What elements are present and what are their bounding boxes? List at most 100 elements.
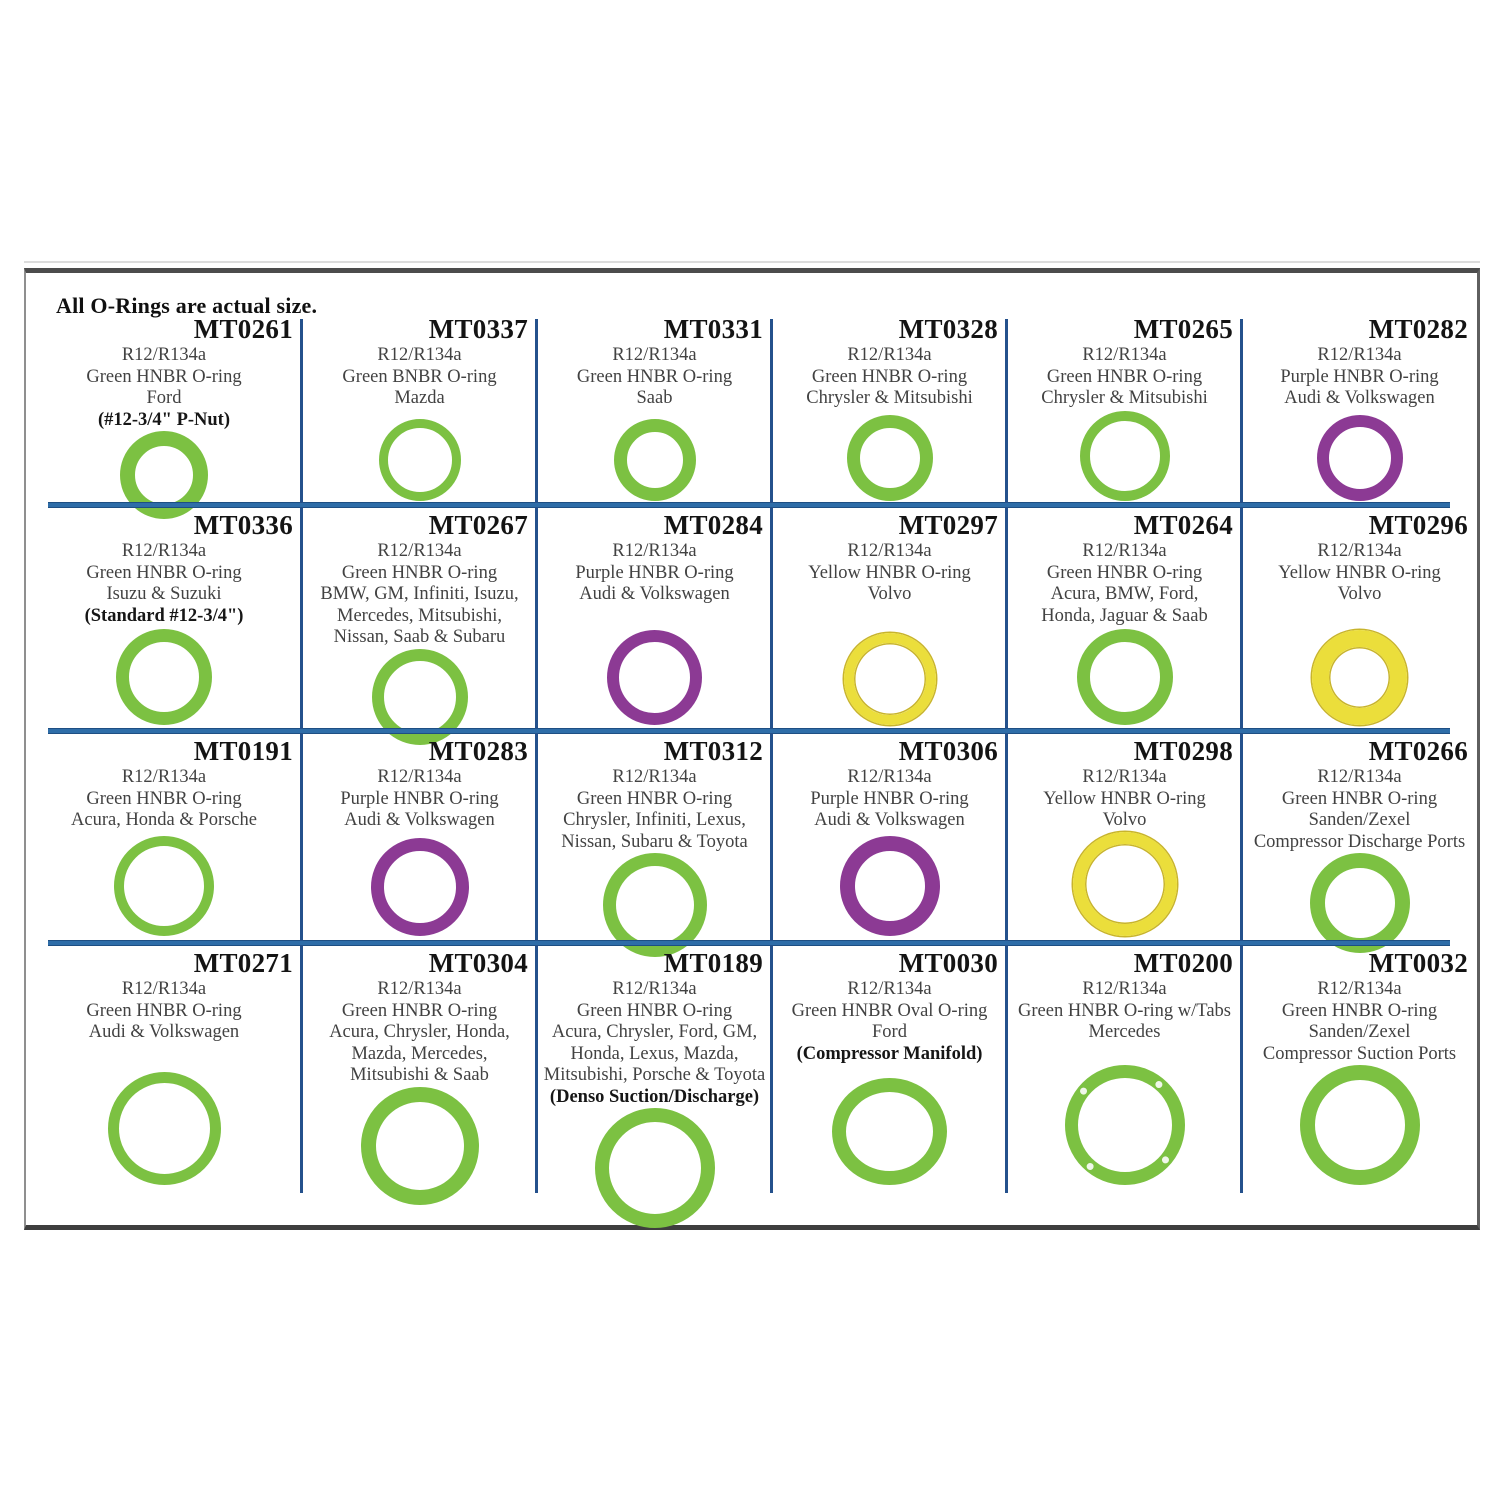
oring-ring-icon bbox=[613, 419, 696, 501]
description-line: Green HNBR O-ring bbox=[86, 788, 242, 809]
description-line: R12/R134a bbox=[377, 541, 462, 561]
description-line: Audi & Volkswagen bbox=[814, 810, 965, 830]
description-line: Sanden/Zexel bbox=[1308, 1022, 1411, 1042]
description-line: R12/R134a bbox=[1082, 541, 1167, 561]
description-line: Audi & Volkswagen bbox=[1284, 388, 1435, 408]
column-separator-line bbox=[535, 507, 538, 729]
part-description: R12/R134a Green HNBR O-ring Chrysler & Mit… bbox=[1041, 345, 1208, 410]
oring-ring-icon bbox=[1299, 1065, 1420, 1185]
oring-grid: MT0261 R12/R134a Green HNBR O-ring Ford (#1… bbox=[26, 273, 1477, 1228]
part-description: R12/R134a Purple HNBR O-ring Audi & Volksw… bbox=[575, 541, 733, 606]
part-number: MT0284 bbox=[663, 510, 763, 540]
column-separator-line bbox=[1240, 945, 1243, 1193]
part-number: MT0336 bbox=[193, 510, 293, 540]
oring-cell: MT0284 R12/R134a Purple HNBR O-ring Audi &… bbox=[537, 505, 772, 731]
part-description: R12/R134a Green HNBR O-ring Sanden/Zexel Co… bbox=[1263, 979, 1456, 1065]
oring-cell: MT0304 R12/R134a Green HNBR O-ring Acura, … bbox=[302, 943, 537, 1223]
description-line: Green HNBR O-ring bbox=[86, 1000, 242, 1021]
part-description: R12/R134a Yellow HNBR O-ring Volvo bbox=[1278, 541, 1441, 606]
column-separator-line bbox=[1240, 507, 1243, 729]
part-description: R12/R134a Green HNBR O-ring Audi & Volkswa… bbox=[86, 979, 241, 1044]
description-line: (Compressor Manifold) bbox=[796, 1043, 983, 1064]
oring-cell: MT0331 R12/R134a Green HNBR O-ring Saab bbox=[537, 273, 772, 505]
description-line: Chrysler & Mitsubishi bbox=[806, 388, 973, 408]
oring-cell: MT0328 R12/R134a Green HNBR O-ring Chrysle… bbox=[772, 273, 1007, 505]
description-line: BMW, GM, Infiniti, Isuzu, bbox=[320, 584, 519, 604]
column-separator-line bbox=[1240, 319, 1243, 503]
description-line: R12/R134a bbox=[1082, 979, 1167, 999]
description-line: Chrysler & Mitsubishi bbox=[1041, 388, 1208, 408]
part-description: R12/R134a Green HNBR O-ring Chrysler & Mit… bbox=[806, 345, 973, 410]
description-line: R12/R134a bbox=[377, 345, 462, 365]
oring-ring-icon bbox=[1064, 1065, 1185, 1185]
oring-ring-icon bbox=[1312, 630, 1407, 725]
description-line: R12/R134a bbox=[121, 979, 207, 999]
description-line: R12/R134a bbox=[121, 345, 207, 365]
part-number: MT0312 bbox=[663, 736, 763, 766]
part-number: MT0191 bbox=[193, 736, 293, 766]
column-separator-line bbox=[1240, 733, 1243, 941]
description-line: Honda, Lexus, Mazda, bbox=[570, 1043, 739, 1064]
oring-cell: MT0200 R12/R134a Green HNBR O-ring w/Tabs… bbox=[1007, 943, 1242, 1223]
description-line: Purple HNBR O-ring bbox=[1280, 366, 1439, 387]
part-description: R12/R134a Green BNBR O-ring Mazda bbox=[342, 345, 496, 410]
oring-cell: MT0306 R12/R134a Purple HNBR O-ring Audi &… bbox=[772, 731, 1007, 943]
oring-ring-icon bbox=[1316, 415, 1403, 501]
description-line: R12/R134a bbox=[1317, 541, 1402, 561]
column-separator-line bbox=[1005, 507, 1008, 729]
part-number: MT0030 bbox=[898, 948, 998, 978]
oring-cell: MT0337 R12/R134a Green BNBR O-ring Mazda bbox=[302, 273, 537, 505]
description-line: R12/R134a bbox=[1317, 345, 1402, 365]
oring-sheet: All O-Rings are actual size. MT0261 R12/… bbox=[24, 261, 1480, 1230]
description-line: Green HNBR O-ring bbox=[86, 366, 242, 387]
description-line: R12/R134a bbox=[847, 541, 932, 561]
column-separator-line bbox=[535, 733, 538, 941]
part-description: R12/R134a Purple HNBR O-ring Audi & Volksw… bbox=[810, 767, 968, 832]
description-line: R12/R134a bbox=[847, 345, 932, 365]
oring-tab-notch bbox=[1078, 1085, 1089, 1096]
description-line: Acura, Chrysler, Honda, bbox=[329, 1022, 510, 1042]
description-line: Green HNBR O-ring bbox=[86, 562, 242, 583]
oring-ring-icon bbox=[370, 838, 469, 936]
row-separator-line bbox=[48, 729, 1450, 733]
description-line: Volvo bbox=[867, 584, 912, 604]
oring-cell: MT0266 R12/R134a Green HNBR O-ring Sanden/… bbox=[1242, 731, 1477, 953]
oring-ring-icon bbox=[360, 1086, 479, 1205]
description-line: Mercedes bbox=[1088, 1022, 1161, 1042]
part-description: R12/R134a Green HNBR O-ring Chrysler, Infi… bbox=[561, 767, 747, 853]
description-line: R12/R134a bbox=[377, 979, 462, 999]
part-number: MT0306 bbox=[898, 736, 998, 766]
oring-cell: MT0265 R12/R134a Green HNBR O-ring Chrysle… bbox=[1007, 273, 1242, 505]
part-description: R12/R134a Green HNBR O-ring Acura, Chrysle… bbox=[544, 979, 765, 1108]
oring-ring-icon bbox=[107, 1072, 221, 1185]
part-number: MT0200 bbox=[1133, 948, 1233, 978]
description-line: Green HNBR O-ring bbox=[1281, 788, 1438, 809]
description-line: Volvo bbox=[1102, 810, 1147, 830]
part-number: MT0297 bbox=[898, 510, 998, 540]
column-separator-line bbox=[300, 733, 303, 941]
description-line: (Standard #12-3/4") bbox=[84, 605, 244, 626]
oring-cell: MT0030 R12/R134a Green HNBR Oval O-ring Fo… bbox=[772, 943, 1007, 1223]
oring-tab-notch bbox=[1160, 1154, 1171, 1165]
oring-ring-icon bbox=[378, 419, 461, 501]
part-number: MT0283 bbox=[428, 736, 528, 766]
column-separator-line bbox=[770, 319, 773, 503]
description-line: R12/R134a bbox=[847, 767, 932, 787]
oring-tab-notch bbox=[1085, 1161, 1096, 1171]
description-line: Compressor Suction Ports bbox=[1262, 1043, 1457, 1064]
description-line: Green HNBR O-ring bbox=[1046, 366, 1203, 387]
description-line: Sanden/Zexel bbox=[1308, 810, 1411, 830]
oring-ring-icon bbox=[1079, 411, 1170, 501]
description-line: (#12-3/4" P-Nut) bbox=[97, 409, 231, 430]
description-line: Yellow HNBR O-ring bbox=[808, 562, 971, 583]
description-line: R12/R134a bbox=[377, 767, 462, 787]
part-description: R12/R134a Yellow HNBR O-ring Volvo bbox=[1043, 767, 1206, 832]
description-line: Acura, BMW, Ford, bbox=[1050, 584, 1199, 604]
description-line: Yellow HNBR O-ring bbox=[1278, 562, 1441, 583]
description-line: Green HNBR Oval O-ring bbox=[791, 1000, 988, 1021]
sheet-title: All O-Rings are actual size. bbox=[56, 293, 318, 318]
description-line: R12/R134a bbox=[612, 979, 697, 999]
part-number: MT0189 bbox=[663, 948, 763, 978]
description-line: Green HNBR O-ring bbox=[341, 1000, 498, 1021]
oring-cell: MT0271 R12/R134a Green HNBR O-ring Audi & … bbox=[26, 943, 302, 1223]
